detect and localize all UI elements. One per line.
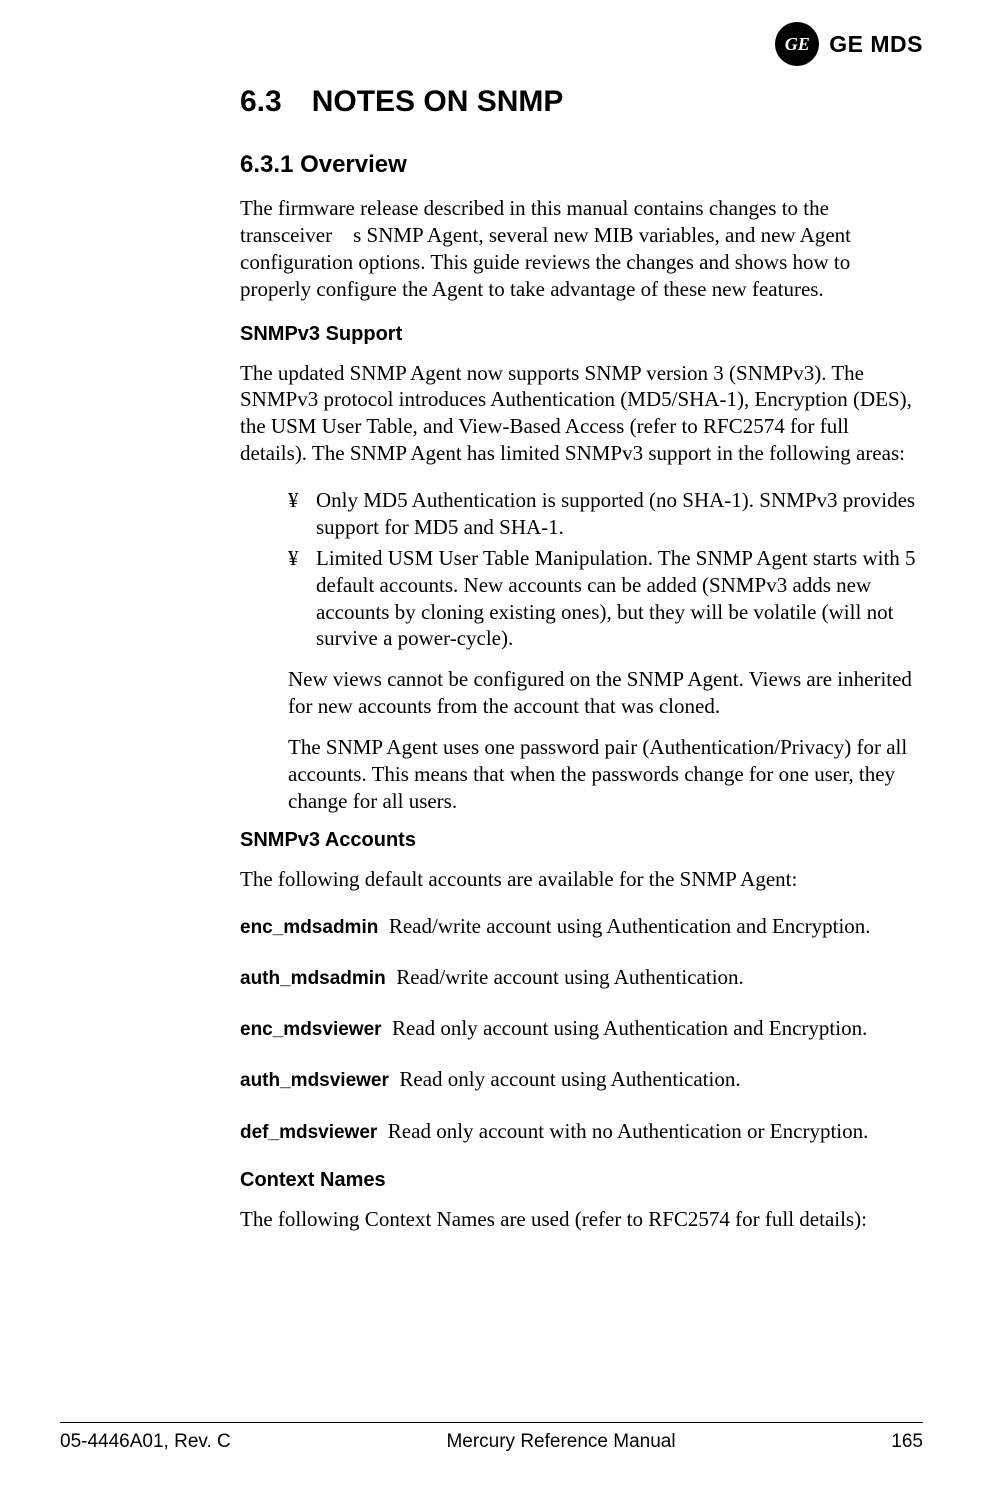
ge-monogram: GE — [785, 34, 810, 55]
snmpv3-support-paragraph: The updated SNMP Agent now supports SNMP… — [240, 360, 918, 468]
account-name: enc_mdsadmin — [240, 917, 378, 938]
account-desc: Read only account with no Authentication… — [388, 1119, 869, 1143]
bullet-item: ¥ Only MD5 Authentication is supported (… — [288, 487, 918, 541]
bullet-list: ¥ Only MD5 Authentication is supported (… — [288, 487, 918, 652]
footer-doc-title: Mercury Reference Manual — [446, 1431, 675, 1453]
account-name: enc_mdsviewer — [240, 1019, 382, 1040]
account-desc: Read/write account using Authentication. — [396, 965, 744, 989]
account-entry: def_mdsviewer Read only account with no … — [240, 1118, 918, 1145]
footer-page-number: 165 — [891, 1431, 923, 1453]
section-title: NOTES ON SNMP — [312, 85, 564, 118]
bullet-item: ¥ Limited USM User Table Manipulation. T… — [288, 545, 918, 653]
overview-paragraph: The firmware release described in this m… — [240, 195, 918, 303]
account-name: auth_mdsadmin — [240, 968, 386, 989]
bullet-text: Limited USM User Table Manipulation. The… — [316, 545, 918, 653]
context-names-paragraph: The following Context Names are used (re… — [240, 1206, 918, 1233]
account-desc: Read only account using Authentication. — [399, 1067, 740, 1091]
snmpv3-accounts-heading: SNMPv3 Accounts — [240, 829, 918, 852]
page: GE GE MDS 6.3 NOTES ON SNMP 6.3.1 Overvie… — [0, 0, 983, 1501]
section-heading: 6.3 NOTES ON SNMP — [240, 85, 918, 119]
account-entry: enc_mdsviewer Read only account using Au… — [240, 1015, 918, 1042]
subsection-title: Overview — [300, 151, 407, 178]
bullet-char: ¥ — [288, 545, 316, 653]
bullet-text: Only MD5 Authentication is supported (no… — [316, 487, 918, 541]
account-entry: enc_mdsadmin Read/write account using Au… — [240, 913, 918, 940]
header-logo: GE GE MDS — [775, 22, 923, 66]
section-number: 6.3 — [240, 85, 282, 118]
footer-doc-id: 05-4446A01, Rev. C — [60, 1431, 231, 1453]
ge-logo-circle: GE — [775, 22, 819, 66]
context-names-heading: Context Names — [240, 1169, 918, 1192]
subsection-heading: 6.3.1 Overview — [240, 151, 918, 179]
account-desc: Read/write account using Authentication … — [389, 914, 871, 938]
account-entry: auth_mdsadmin Read/write account using A… — [240, 964, 918, 991]
page-footer: 05-4446A01, Rev. C Mercury Reference Man… — [60, 1422, 923, 1453]
indent-paragraph: The SNMP Agent uses one password pair (A… — [288, 734, 918, 815]
account-entry: auth_mdsviewer Read only account using A… — [240, 1066, 918, 1093]
account-name: auth_mdsviewer — [240, 1070, 389, 1091]
snmpv3-support-heading: SNMPv3 Support — [240, 323, 918, 346]
bullet-char: ¥ — [288, 487, 316, 541]
accounts-intro: The following default accounts are avail… — [240, 866, 918, 893]
content-area: 6.3 NOTES ON SNMP 6.3.1 Overview The firm… — [240, 30, 918, 1233]
subsection-number: 6.3.1 — [240, 151, 293, 178]
ge-logo-text: GE MDS — [829, 31, 923, 58]
account-desc: Read only account using Authentication a… — [392, 1016, 867, 1040]
indent-paragraph: New views cannot be configured on the SN… — [288, 666, 918, 720]
account-name: def_mdsviewer — [240, 1122, 377, 1143]
